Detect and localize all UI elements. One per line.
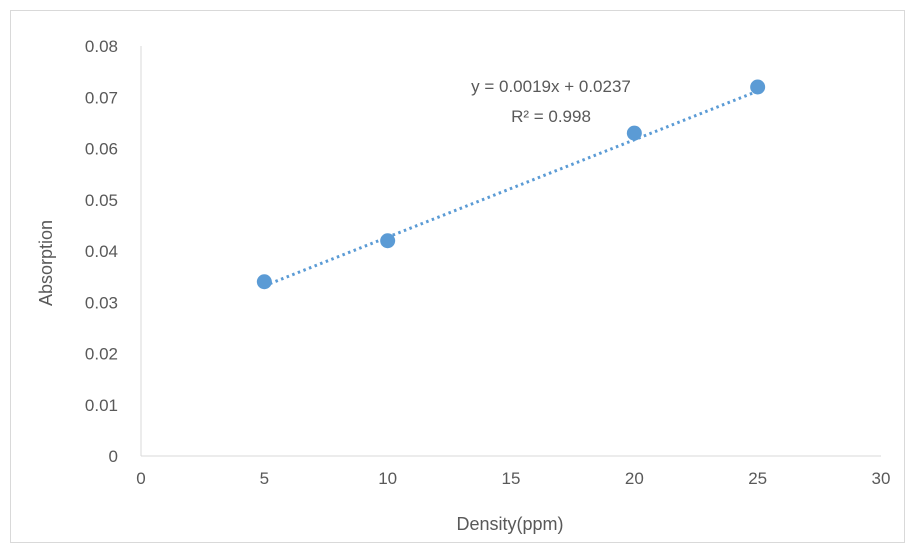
data-point	[750, 79, 766, 95]
trendline-equation: y = 0.0019x + 0.0237	[471, 77, 631, 96]
x-tick-label: 5	[260, 469, 269, 488]
y-tick-label: 0.04	[85, 242, 118, 261]
x-tick-label: 0	[136, 469, 145, 488]
y-tick-label: 0.05	[85, 191, 118, 210]
axes	[140, 46, 881, 457]
scatter-chart: 0 0.01 0.02 0.03 0.04 0.05 0.06 0.07 0.08 0 5 10 15 2…	[36, 37, 891, 534]
r-squared-label: R² = 0.998	[511, 107, 591, 126]
y-axis-title: Absorption	[36, 220, 56, 306]
x-tick-label: 20	[625, 469, 644, 488]
data-point	[380, 233, 396, 249]
y-tick-label: 0.07	[85, 88, 118, 107]
x-axis-title: Density(ppm)	[456, 514, 563, 534]
tick-labels: 0 0.01 0.02 0.03 0.04 0.05 0.06 0.07 0.08 0 5 10 15 2…	[85, 37, 891, 488]
y-tick-label: 0.08	[85, 37, 118, 56]
y-tick-label: 0.06	[85, 140, 118, 159]
data-points	[256, 79, 766, 290]
data-point	[626, 125, 642, 141]
y-tick-label: 0.01	[85, 396, 118, 415]
x-tick-label: 10	[378, 469, 397, 488]
chart-area: 0 0.01 0.02 0.03 0.04 0.05 0.06 0.07 0.08 0 5 10 15 2…	[10, 10, 905, 543]
x-tick-label: 25	[748, 469, 767, 488]
y-tick-label: 0	[109, 447, 118, 466]
data-point	[256, 274, 272, 290]
x-tick-label: 30	[872, 469, 891, 488]
linear-trendline	[263, 89, 759, 288]
y-tick-label: 0.02	[85, 345, 118, 364]
x-tick-label: 15	[502, 469, 521, 488]
y-tick-label: 0.03	[85, 293, 118, 312]
trendline-group	[263, 89, 759, 288]
